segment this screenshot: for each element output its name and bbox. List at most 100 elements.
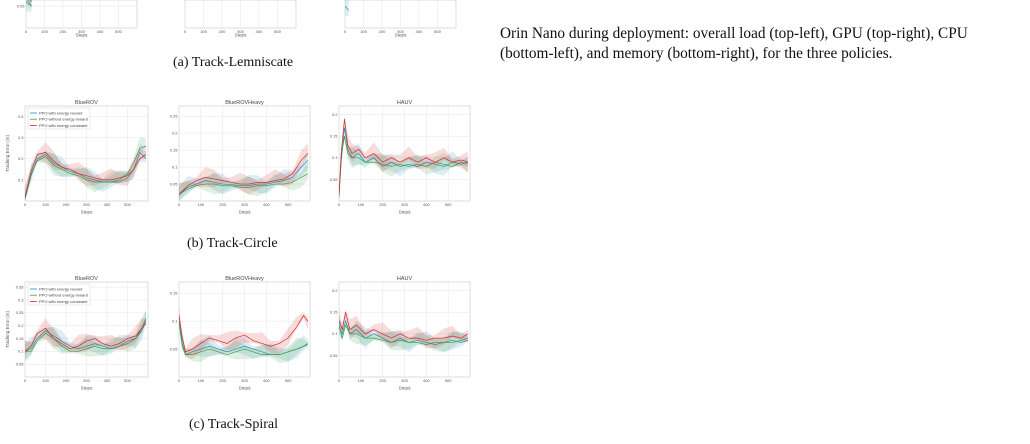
x-tick-label: 300	[241, 202, 248, 207]
x-axis-label: Steps	[239, 210, 251, 215]
y-tick-label: 0.1	[332, 331, 338, 336]
y-tick-label: 0.25	[16, 310, 25, 315]
chart-svg-b3: 0 100 200 300 400 500 0.05 0.1 0.15 0.2 HAUV Steps	[330, 100, 471, 215]
series-line	[179, 173, 308, 195]
legend-label: PPO with energy constraint	[39, 123, 88, 128]
series-band	[339, 115, 468, 201]
x-tick-label: 500	[285, 378, 292, 383]
x-tick-label: 300	[397, 29, 404, 34]
x-tick-label: 200	[379, 29, 386, 34]
x-tick-label: 500	[115, 29, 122, 34]
series-band	[25, 143, 146, 201]
series-line	[27, 0, 32, 7]
chart-svg-a2: 0 100 200 300 400 500 Steps	[184, 0, 297, 38]
series-line	[25, 320, 147, 352]
series-band	[179, 304, 308, 359]
chart-title: BlueROVHeavy	[225, 276, 264, 282]
series-line	[179, 153, 309, 195]
x-tick-label: 0	[24, 378, 27, 383]
chart-svg-c2: 0 100 200 300 400 500 0.05 0.1 0.15 BlueROVHeavy S…	[170, 276, 311, 391]
chart-svg-b1: 0 100 200 300 400 500 0.1 0.2 0.3 0.4 BlueROV Steps…	[5, 100, 149, 215]
series-line	[339, 127, 468, 197]
x-tick-label: 400	[423, 378, 430, 383]
legend-label: PPO without energy reward	[39, 293, 88, 298]
figure-caption-text: Orin Nano during deployment: overall loa…	[500, 25, 968, 62]
x-tick-label: 100	[357, 202, 364, 207]
legend-label: PPO with energy constraint	[39, 299, 88, 304]
x-tick-label: 500	[434, 29, 441, 34]
x-axis-label: Steps	[399, 386, 411, 391]
chart-c1: 0 100 200 300 400 500 0.05 0.1 0.15 0.2 0.25 0.3 0.3…	[5, 273, 151, 391]
x-tick-label: 300	[241, 378, 248, 383]
series-line	[179, 321, 308, 356]
series-band	[179, 162, 308, 201]
y-tick-label: 0.05	[17, 3, 26, 8]
series-band	[339, 133, 468, 201]
x-tick-label: 300	[401, 202, 408, 207]
y-tick-label: 0.1	[332, 155, 338, 160]
y-axis-label: Tracking Error (m)	[5, 310, 10, 348]
series-line	[26, 1, 32, 7]
chart-svg-a3: 0 100 200 300 400 500 Steps	[344, 0, 457, 38]
y-tick-label: 0.3	[18, 297, 24, 302]
x-tick-label: 200	[219, 202, 226, 207]
legend-label: PPO with energy reward	[39, 286, 82, 291]
x-tick-label: 500	[285, 202, 292, 207]
x-tick-label: 200	[219, 378, 226, 383]
x-tick-label: 300	[83, 202, 90, 207]
x-tick-label: 400	[263, 202, 270, 207]
x-tick-label: 500	[124, 202, 131, 207]
x-tick-label: 0	[24, 202, 27, 207]
x-tick-label: 500	[124, 378, 131, 383]
legend-box	[27, 107, 91, 130]
x-tick-label: 0	[178, 202, 181, 207]
x-axis-label: Steps	[239, 386, 251, 391]
x-tick-label: 100	[200, 29, 207, 34]
x-tick-label: 200	[219, 29, 226, 34]
x-tick-label: 400	[416, 29, 423, 34]
y-tick-label: 0.25	[170, 114, 179, 119]
x-tick-label: 400	[97, 29, 104, 34]
caption-a: (a) Track-Lemniscate	[173, 55, 294, 70]
y-tick-label: 0.05	[330, 353, 339, 358]
y-tick-label: 0.2	[18, 156, 24, 161]
y-tick-label: 0.05	[16, 362, 25, 367]
series-band	[25, 318, 146, 356]
series-line	[25, 151, 147, 199]
x-tick-label: 200	[379, 378, 386, 383]
x-axis-label: Steps	[235, 33, 247, 38]
y-tick-label: 0.05	[170, 346, 179, 351]
y-tick-label: 0.05	[330, 177, 339, 182]
series-band	[25, 142, 146, 201]
caption-c: (c) Track-Spiral	[189, 417, 279, 432]
chart-legend: PPO with energy reward PPO without energy…	[27, 283, 91, 306]
y-tick-label: 0.2	[332, 112, 338, 117]
series-line	[339, 312, 469, 341]
x-tick-label: 100	[360, 29, 367, 34]
x-tick-label: 100	[197, 378, 204, 383]
y-tick-label: 0.1	[172, 164, 178, 169]
chart-svg-b2: 0 100 200 300 400 500 0.05 0.1 0.15 0.2 0.25 BlueRO…	[170, 100, 311, 215]
x-tick-label: 400	[104, 202, 111, 207]
series-line	[339, 324, 468, 345]
x-axis-label: Steps	[76, 33, 88, 38]
legend-label: PPO without energy reward	[39, 117, 88, 122]
series-band	[179, 143, 308, 199]
chart-legend: PPO with energy reward PPO without energy…	[27, 107, 91, 130]
chart-title: BlueROV	[75, 100, 98, 106]
legend-label: PPO with energy reward	[39, 110, 82, 115]
x-tick-label: 400	[256, 29, 263, 34]
y-tick-label: 0.2	[18, 323, 24, 328]
series-band	[339, 315, 468, 353]
chart-b2: 0 100 200 300 400 500 0.05 0.1 0.15 0.2 0.25 BlueRO…	[167, 97, 313, 215]
series-line	[179, 314, 309, 353]
x-tick-label: 100	[357, 378, 364, 383]
x-axis-label: Steps	[81, 210, 93, 215]
y-tick-label: 0.05	[170, 181, 179, 186]
x-tick-label: 100	[41, 29, 48, 34]
y-tick-label: 0.15	[170, 291, 179, 296]
x-tick-label: 400	[104, 378, 111, 383]
x-tick-label: 100	[42, 378, 49, 383]
x-tick-label: 100	[42, 202, 49, 207]
chart-c2: 0 100 200 300 400 500 0.05 0.1 0.15 BlueROVHeavy S…	[167, 273, 313, 391]
